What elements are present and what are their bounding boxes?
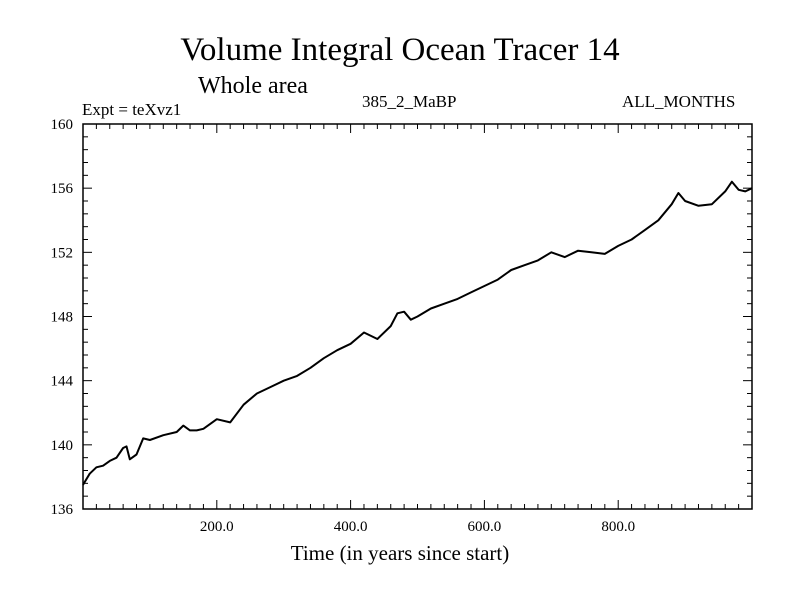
- y-tick-label: 136: [51, 502, 74, 518]
- x-tick-label: 600.0: [468, 519, 502, 535]
- axis-ticks: [83, 124, 752, 509]
- chart-subtitle: Whole area: [198, 73, 308, 99]
- y-tick-label: 144: [51, 374, 74, 390]
- y-tick-label: 140: [51, 438, 74, 454]
- y-tick-label: 152: [51, 245, 74, 261]
- y-tick-label: 156: [51, 181, 74, 197]
- x-axis-label: Time (in years since start): [290, 541, 510, 565]
- x-tick-label: 200.0: [200, 519, 234, 535]
- series-line: [82, 180, 753, 486]
- x-tick-label: 400.0: [334, 519, 368, 535]
- run-label: 385_2_MaBP: [362, 92, 457, 111]
- x-tick-label: 800.0: [601, 519, 635, 535]
- y-tick-label: 148: [51, 310, 74, 326]
- months-label: ALL_MONTHS: [622, 92, 736, 111]
- chart-title: Volume Integral Ocean Tracer 14: [180, 32, 620, 68]
- tick-labels: 200.0 400.0 600.0 800.0 136 140 144 148 152 156 16…: [51, 117, 636, 535]
- y-tick-label: 160: [51, 117, 74, 133]
- series-group: [82, 180, 753, 486]
- experiment-label: Expt = teXvz1: [82, 100, 182, 119]
